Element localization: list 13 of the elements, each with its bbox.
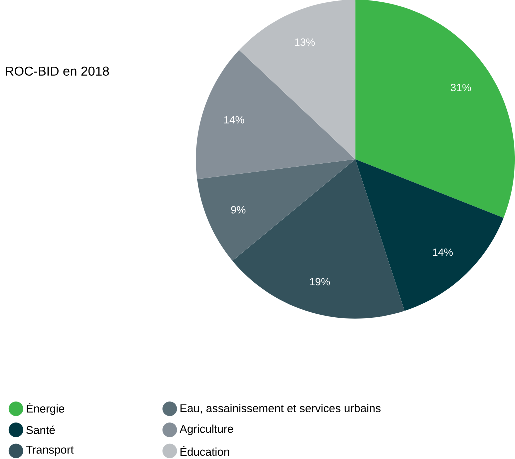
data-label: 19%: [310, 278, 330, 286]
legend-label: Agriculture: [180, 424, 234, 436]
legend-label: Énergie: [26, 402, 64, 415]
data-label: 13%: [295, 38, 316, 46]
data-label: 14%: [433, 248, 454, 256]
legend-label: Transport: [26, 446, 74, 456]
text: ROC-BID en 2018: [6, 66, 110, 76]
data-label: 31%: [450, 84, 472, 92]
data-label: 14%: [224, 116, 244, 124]
legend-label: Eau, assainissement et services urbains: [180, 404, 381, 414]
legend-label: Santé: [26, 426, 56, 434]
data-label: 9%: [231, 206, 246, 214]
legend-label: Éducation: [180, 446, 230, 456]
